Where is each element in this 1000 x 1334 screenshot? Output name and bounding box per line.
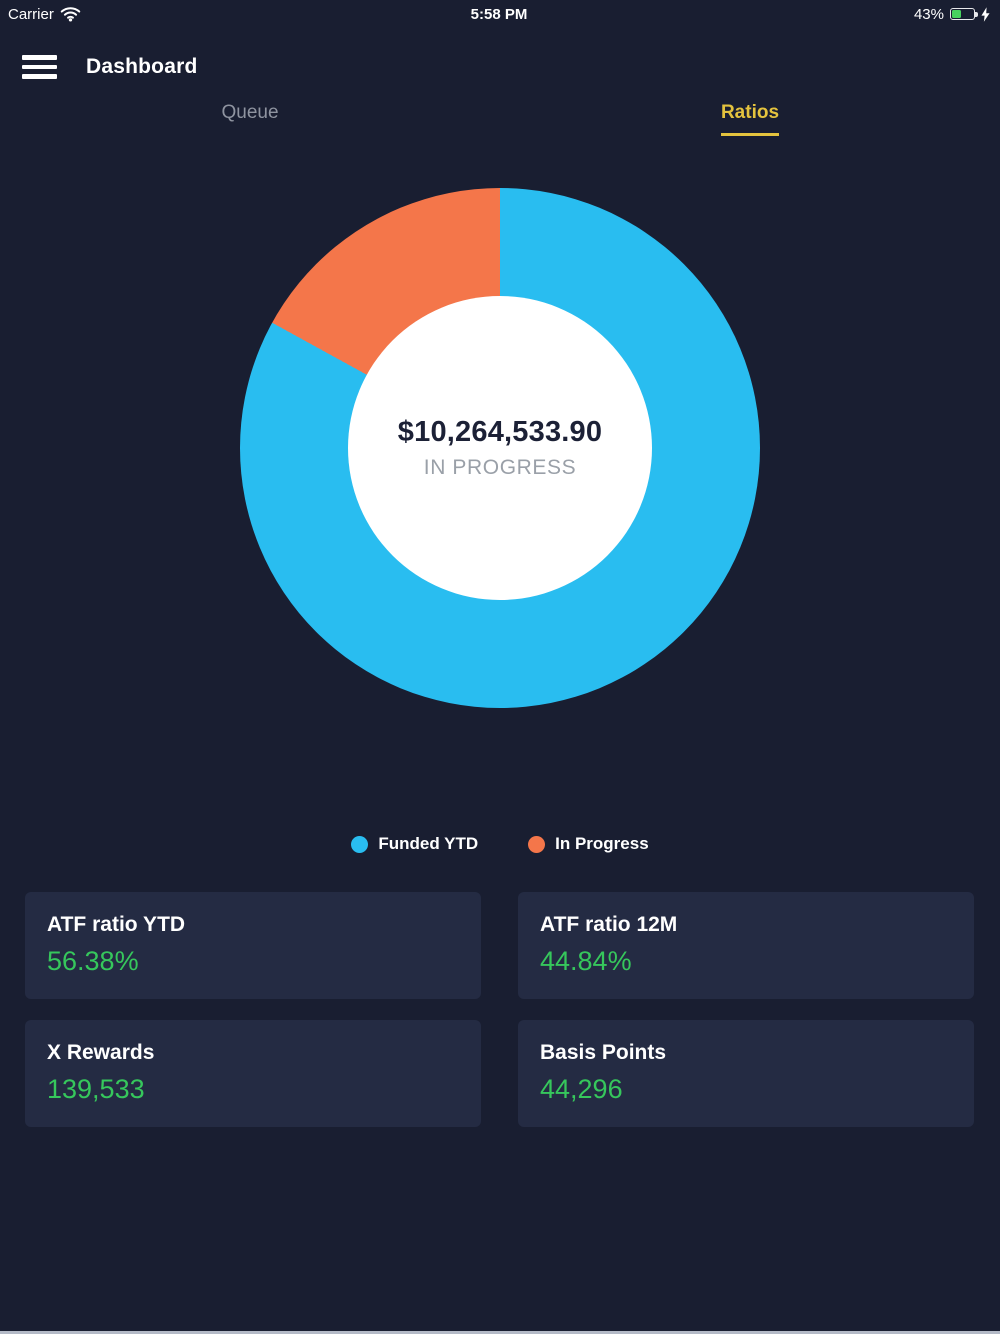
tab-queue-label: Queue [221,102,279,123]
menu-icon[interactable] [22,55,57,79]
stat-card-value: 56.38% [47,946,139,976]
stat-card-value: 44,296 [540,1074,623,1104]
legend-item-in-progress[interactable]: In Progress [528,834,649,854]
stat-card-value: 139,533 [47,1074,145,1104]
stat-card-label: X Rewards [47,1041,155,1064]
tab-ratios-label: Ratios [720,102,780,136]
page-title: Dashboard [86,55,198,78]
donut-center-caption: IN PROGRESS [423,456,577,479]
tab-queue[interactable]: Queue [0,102,500,136]
donut-chart: $10,264,533.90 IN PROGRESS [240,188,760,708]
header: Dashboard [0,52,1000,82]
stat-card-x-rewards: X Rewards 139,533 [25,1020,481,1127]
charging-bolt-icon [981,6,990,22]
donut-center: $10,264,533.90 IN PROGRESS [348,296,652,600]
battery-icon [949,8,978,20]
battery-percent-label: 43% [913,5,944,23]
wifi-icon [60,7,81,22]
tab-ratios[interactable]: Ratios [500,102,1000,136]
tab-bar: Queue Ratios [0,102,1000,136]
clock: 5:58 PM [470,5,528,23]
stat-card-label: Basis Points [540,1041,667,1064]
carrier-label: Carrier [8,5,54,23]
donut-center-value: $10,264,533.90 [397,416,603,448]
legend-label: In Progress [555,834,649,853]
stat-card-value: 44.84% [540,946,632,976]
legend-item-funded-ytd[interactable]: Funded YTD [351,834,478,854]
stat-card-label: ATF ratio YTD [47,913,186,936]
stat-card-basis-points: Basis Points 44,296 [518,1020,974,1127]
status-bar: Carrier 5:58 PM 43% [0,0,1000,28]
legend-swatch-icon [528,835,546,853]
legend-swatch-icon [351,835,369,853]
bottom-edge-bar [0,1331,1000,1334]
stat-card-atf-ratio-ytd: ATF ratio YTD 56.38% [25,892,481,999]
chart-legend: Funded YTD In Progress [0,834,1000,854]
stat-card-label: ATF ratio 12M [540,913,678,936]
stat-card-grid: ATF ratio YTD 56.38% ATF ratio 12M 44.84… [25,892,974,1127]
stat-card-atf-ratio-12m: ATF ratio 12M 44.84% [518,892,974,999]
legend-label: Funded YTD [378,834,479,853]
battery-fill [951,10,961,18]
